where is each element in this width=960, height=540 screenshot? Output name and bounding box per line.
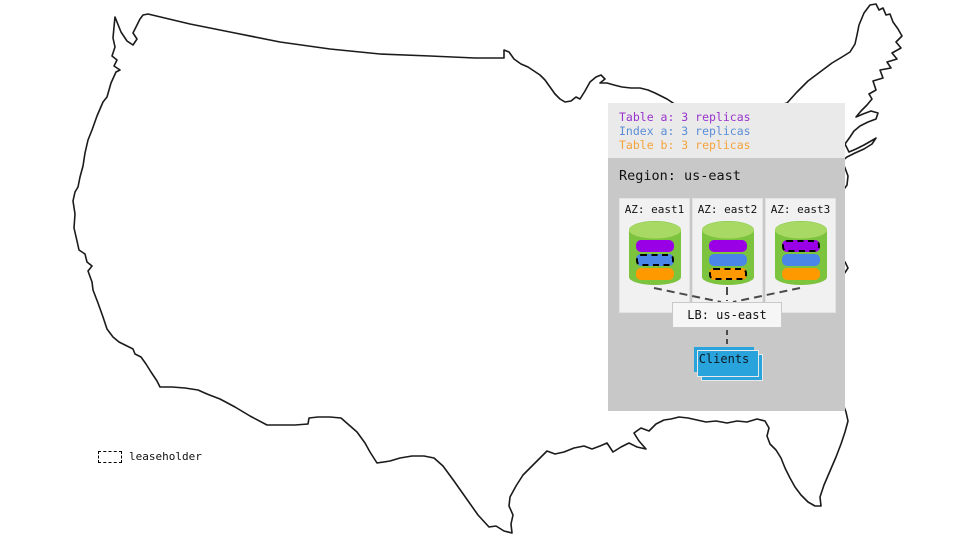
- clients-box: Clients: [694, 347, 763, 381]
- leaseholder-key: leaseholder: [98, 450, 202, 463]
- replica-bar-table-b: [636, 268, 674, 280]
- replica-bar-index-a: [782, 254, 820, 266]
- replica-bar-table-a: [636, 240, 674, 252]
- us-map-outline: [72, 3, 903, 534]
- load-balancer-box: LB: us-east: [672, 302, 782, 328]
- az-box-east1: AZ: east1: [619, 198, 690, 313]
- replica-bar-table-b: [709, 268, 747, 280]
- leaseholder-key-label: leaseholder: [129, 450, 202, 463]
- legend-item-table-b: Table b: 3 replicas: [619, 138, 751, 152]
- load-balancer-label: LB: us-east: [687, 308, 767, 322]
- replica-bar-table-b: [782, 268, 820, 280]
- az-label: AZ: east2: [697, 203, 758, 216]
- replica-legend-panel: Table a: 3 replicas Index a: 3 replicas …: [608, 103, 845, 158]
- replica-bar-index-a: [709, 254, 747, 266]
- legend-item-index-a: Index a: 3 replicas: [619, 124, 751, 138]
- replica-bar-index-a: [636, 254, 674, 266]
- clients-label: Clients: [698, 352, 750, 366]
- az-box-east3: AZ: east3: [765, 198, 836, 313]
- az-box-east2: AZ: east2: [692, 198, 763, 313]
- region-title: Region: us-east: [619, 168, 741, 184]
- replica-bar-table-a: [709, 240, 747, 252]
- az-label: AZ: east3: [770, 203, 831, 216]
- replica-bar-table-a: [782, 240, 820, 252]
- legend-item-table-a: Table a: 3 replicas: [619, 110, 751, 124]
- az-label: AZ: east1: [624, 203, 685, 216]
- leaseholder-swatch-icon: [98, 450, 122, 463]
